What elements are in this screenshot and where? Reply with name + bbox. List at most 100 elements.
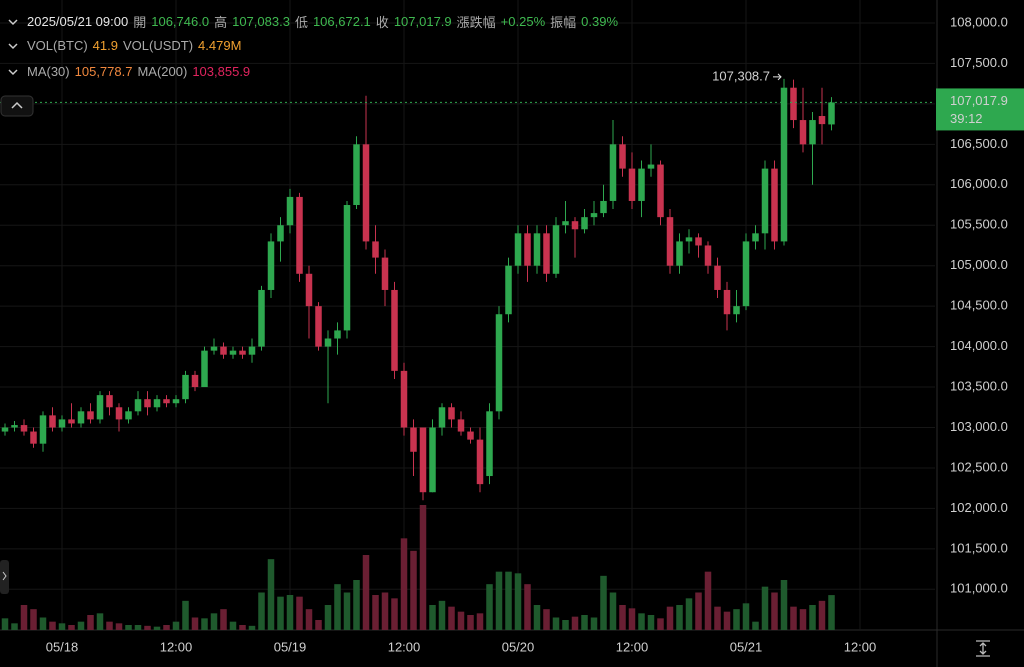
volume-bar — [410, 550, 417, 630]
volume-bar — [106, 621, 113, 630]
volume-bar — [476, 613, 484, 630]
candle-body — [619, 144, 626, 169]
field-value: 105,778.7 — [74, 64, 133, 79]
candle-body — [828, 102, 835, 125]
candle-body — [201, 350, 208, 388]
volume-bar — [334, 584, 341, 630]
x-tick-label: 05/21 — [730, 639, 763, 654]
field-value: 41.9 — [92, 38, 118, 53]
candle-body — [410, 427, 417, 452]
scale-icon[interactable] — [976, 640, 990, 657]
volume-bar — [799, 609, 807, 630]
candle-body — [20, 425, 28, 432]
volume-bar — [552, 617, 560, 630]
price-tag-value: 107,017.9 — [950, 93, 1008, 108]
candle-body — [818, 116, 826, 125]
volume-bar — [343, 592, 351, 630]
high-label: 107,308.7 — [712, 68, 770, 83]
volume-bar — [362, 555, 370, 630]
candle-body — [115, 407, 123, 420]
candle-body — [799, 120, 807, 145]
volume-bar — [590, 617, 598, 630]
y-tick-label: 105,500.0 — [950, 217, 1008, 232]
volume-bar — [448, 606, 455, 630]
candle-body — [353, 144, 360, 206]
candle-body — [96, 395, 104, 420]
volume-bar — [429, 605, 436, 630]
volume-bar — [191, 617, 199, 630]
candle-body — [628, 168, 636, 201]
candle-body — [134, 399, 142, 412]
volume-bar — [400, 538, 408, 630]
volume-bar — [771, 592, 778, 630]
y-tick-label: 105,000.0 — [950, 257, 1008, 272]
candle-body — [39, 415, 47, 444]
field-label: 漲跌幅 — [456, 15, 496, 30]
candle-body — [163, 399, 170, 404]
high-arrow — [773, 73, 782, 81]
candle-body — [334, 330, 341, 339]
candle-body — [600, 200, 607, 214]
volume-bar — [695, 592, 702, 630]
y-tick-label: 102,500.0 — [950, 459, 1008, 474]
candle-body — [315, 306, 322, 347]
y-tick-label: 102,000.0 — [950, 500, 1008, 515]
candle-body — [30, 431, 37, 444]
candle-body — [581, 217, 588, 230]
volume-bar — [419, 505, 427, 630]
volume-bar — [125, 625, 132, 630]
candle-body — [476, 439, 484, 485]
volume-bar — [609, 592, 617, 630]
volume-bar — [391, 598, 398, 630]
volume-row: VOL(BTC) 41.9 VOL(USDT) 4.479M — [8, 38, 241, 53]
volume-bar — [752, 621, 759, 630]
candle-body — [609, 144, 617, 201]
candle-body — [106, 395, 113, 408]
candle-body — [372, 241, 379, 258]
candle-body — [571, 221, 579, 230]
field-value: 103,855.9 — [192, 64, 251, 79]
side-tab[interactable] — [0, 560, 9, 594]
volume-bar — [543, 609, 550, 630]
candle-body — [733, 306, 740, 315]
candle-body — [11, 425, 18, 428]
volume-bar — [723, 611, 731, 630]
candle-body — [438, 407, 446, 428]
volume-bar — [685, 598, 693, 630]
x-tick-label: 12:00 — [160, 639, 193, 654]
volume-bar — [676, 605, 683, 630]
collapse-button[interactable] — [0, 95, 34, 117]
candle-body — [429, 427, 436, 493]
volume-bar — [229, 621, 237, 630]
volume-bar — [790, 606, 797, 630]
volume-bar — [809, 605, 816, 630]
volume-bar — [647, 615, 655, 630]
volume-bar — [505, 571, 512, 630]
volume-bar — [1, 618, 9, 630]
chevron-icon — [2, 571, 7, 581]
volume-bar — [467, 615, 474, 630]
candle-body — [229, 350, 237, 355]
volume-bar — [742, 603, 750, 630]
volume-bar — [619, 605, 626, 630]
volume-bar — [286, 595, 294, 630]
volume-bar — [733, 609, 740, 630]
candle-body — [809, 120, 816, 145]
volume-bar — [628, 608, 636, 630]
candle-body — [286, 196, 294, 226]
field-value: 107,083.3 — [232, 14, 290, 29]
candle-body — [590, 213, 598, 218]
volume-bar — [600, 575, 607, 630]
candle-body — [125, 411, 132, 420]
volume-bar — [239, 625, 246, 630]
candle-body — [543, 233, 550, 274]
candle-body — [486, 411, 493, 477]
volume-bar — [353, 580, 360, 630]
volume-bar — [514, 573, 522, 630]
candle-body — [362, 144, 370, 242]
ma-row: MA(30) 105,778.7 MA(200) 103,855.9 — [8, 64, 250, 79]
field-label: 高 — [214, 15, 228, 30]
volume-bar — [372, 595, 379, 630]
